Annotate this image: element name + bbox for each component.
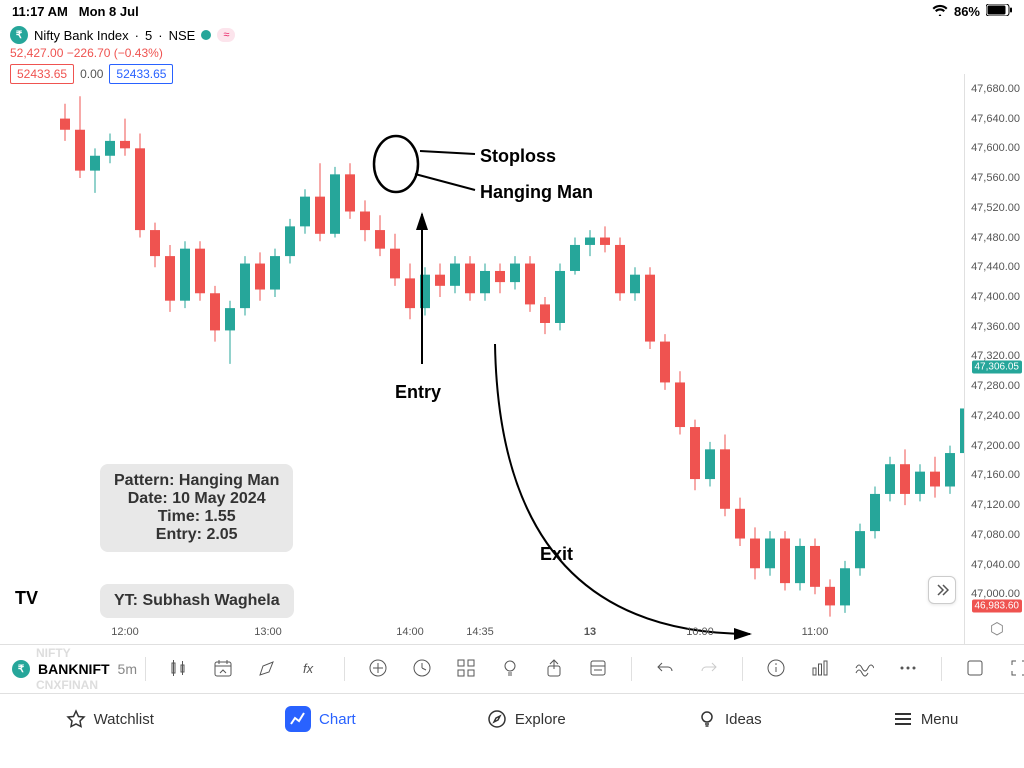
low-price-tag: 46,983.60 (972, 600, 1023, 613)
redo-icon[interactable] (698, 657, 720, 679)
y-tick: 47,000.00 (971, 588, 1020, 600)
wifi-icon (932, 4, 948, 19)
nav-menu-label: Menu (921, 711, 959, 728)
nav-chart[interactable]: Chart (285, 706, 356, 732)
nav-watchlist[interactable]: Watchlist (66, 709, 154, 729)
candles-icon[interactable] (168, 657, 190, 679)
interval[interactable]: 5 (145, 28, 152, 43)
toolbar-symbol-icon: ₹ (12, 660, 30, 678)
current-price-tag: 47,306.05 (972, 360, 1023, 373)
y-tick: 47,600.00 (971, 142, 1020, 154)
status-bar: 11:17 AM Mon 8 Jul 86% (0, 0, 1024, 22)
x-axis: 12:00 13:00 14:00 14:35 13 10:00 11:00 (0, 624, 964, 644)
battery-icon (986, 4, 1012, 19)
y-tick: 47,400.00 (971, 291, 1020, 303)
bottom-nav: Watchlist Chart Explore Ideas Menu (0, 694, 1024, 744)
settings-hex-icon[interactable]: ⬡ (990, 619, 1004, 639)
x-tick: 14:00 (396, 626, 424, 638)
x-tick: 12:00 (111, 626, 139, 638)
status-right: 86% (932, 4, 1012, 19)
nav-chart-label: Chart (319, 711, 356, 728)
x-tick: 14:35 (466, 626, 494, 638)
waves-icon[interactable] (853, 657, 875, 679)
scroll-right-button[interactable] (928, 576, 956, 604)
y-tick: 47,680.00 (971, 83, 1020, 95)
y-tick: 47,480.00 (971, 232, 1020, 244)
bulb-icon (697, 709, 717, 729)
symbol-badge-icon: ₹ (10, 26, 28, 44)
indicator-icon[interactable]: fx (300, 657, 322, 679)
nav-ideas-label: Ideas (725, 711, 762, 728)
faded-symbol-top: NIFTY (36, 646, 71, 660)
anno-exit: Exit (540, 544, 573, 565)
y-tick: 47,120.00 (971, 499, 1020, 511)
x-tick: 11:00 (802, 626, 829, 638)
status-dot-icon (201, 30, 211, 40)
anno-stoploss: Stoploss (480, 146, 556, 167)
chart-header: ₹ Nifty Bank Index · 5 · NSE ≈ 52,427.00… (0, 22, 1024, 74)
info-box-1: YT: Subhash Waghela (100, 584, 294, 618)
bars-icon[interactable] (809, 657, 831, 679)
compare-pill[interactable]: ≈ (217, 28, 235, 42)
dot-sep: · (135, 28, 139, 43)
nav-menu[interactable]: Menu (893, 709, 959, 729)
toolbar-symbol[interactable]: BANKNIFT (38, 661, 110, 677)
y-tick: 47,040.00 (971, 559, 1020, 571)
tradingview-logo-icon: TV (15, 588, 38, 609)
status-left: 11:17 AM Mon 8 Jul (12, 4, 139, 19)
layout-icon[interactable] (455, 657, 477, 679)
nav-explore-label: Explore (515, 711, 566, 728)
change: −226.70 (67, 46, 111, 60)
symbol-name[interactable]: Nifty Bank Index (34, 28, 129, 43)
toolbar-interval[interactable]: 5m (118, 661, 137, 677)
alert-icon[interactable] (411, 657, 433, 679)
y-tick: 47,440.00 (971, 261, 1020, 273)
y-tick: 47,640.00 (971, 113, 1020, 125)
y-axis: 47,000.00 47,040.00 47,080.00 47,120.00 47,1… (964, 74, 1024, 644)
dot-sep: · (158, 28, 162, 43)
y-tick: 47,240.00 (971, 410, 1020, 422)
bulb-icon[interactable] (499, 657, 521, 679)
info-box-0: Pattern: Hanging ManDate: 10 May 2024Tim… (100, 464, 293, 552)
anno-hanging: Hanging Man (480, 182, 593, 203)
fullscreen-icon[interactable] (1008, 657, 1024, 679)
star-icon (66, 709, 86, 729)
change-pct: (−0.43%) (114, 46, 163, 60)
nav-watchlist-label: Watchlist (94, 711, 154, 728)
info-icon[interactable] (765, 657, 787, 679)
y-tick: 47,160.00 (971, 469, 1020, 481)
status-date: Mon 8 Jul (79, 4, 139, 19)
template-icon[interactable] (587, 657, 609, 679)
y-tick: 47,360.00 (971, 321, 1020, 333)
x-tick: 13 (584, 626, 596, 638)
y-tick: 47,520.00 (971, 202, 1020, 214)
calendar-icon[interactable] (212, 657, 234, 679)
chart-toolbar: NIFTY ₹ BANKNIFT 5m CNXFINAN fx (0, 644, 1024, 694)
chart-icon (285, 706, 311, 732)
y-tick: 47,280.00 (971, 380, 1020, 392)
nav-ideas[interactable]: Ideas (697, 709, 762, 729)
battery-pct: 86% (954, 4, 980, 19)
square-icon[interactable] (964, 657, 986, 679)
y-tick: 47,200.00 (971, 440, 1020, 452)
exchange: NSE (169, 28, 196, 43)
status-time: 11:17 AM (12, 4, 68, 19)
svg-text:fx: fx (303, 661, 314, 676)
share-icon[interactable] (543, 657, 565, 679)
x-tick: 10:00 (686, 626, 714, 638)
more-icon[interactable] (897, 657, 919, 679)
faded-symbol-bot: CNXFINAN (36, 678, 98, 692)
y-tick: 47,560.00 (971, 172, 1020, 184)
menu-icon (893, 709, 913, 729)
y-tick: 47,080.00 (971, 529, 1020, 541)
nav-explore[interactable]: Explore (487, 709, 566, 729)
undo-icon[interactable] (654, 657, 676, 679)
compass-icon (487, 709, 507, 729)
x-tick: 13:00 (254, 626, 282, 638)
add-icon[interactable] (367, 657, 389, 679)
price: 52,427.00 (10, 46, 63, 60)
chart-area[interactable]: 47,000.00 47,040.00 47,080.00 47,120.00 47,1… (0, 74, 1024, 644)
draw-icon[interactable] (256, 657, 278, 679)
anno-entry: Entry (395, 382, 441, 403)
